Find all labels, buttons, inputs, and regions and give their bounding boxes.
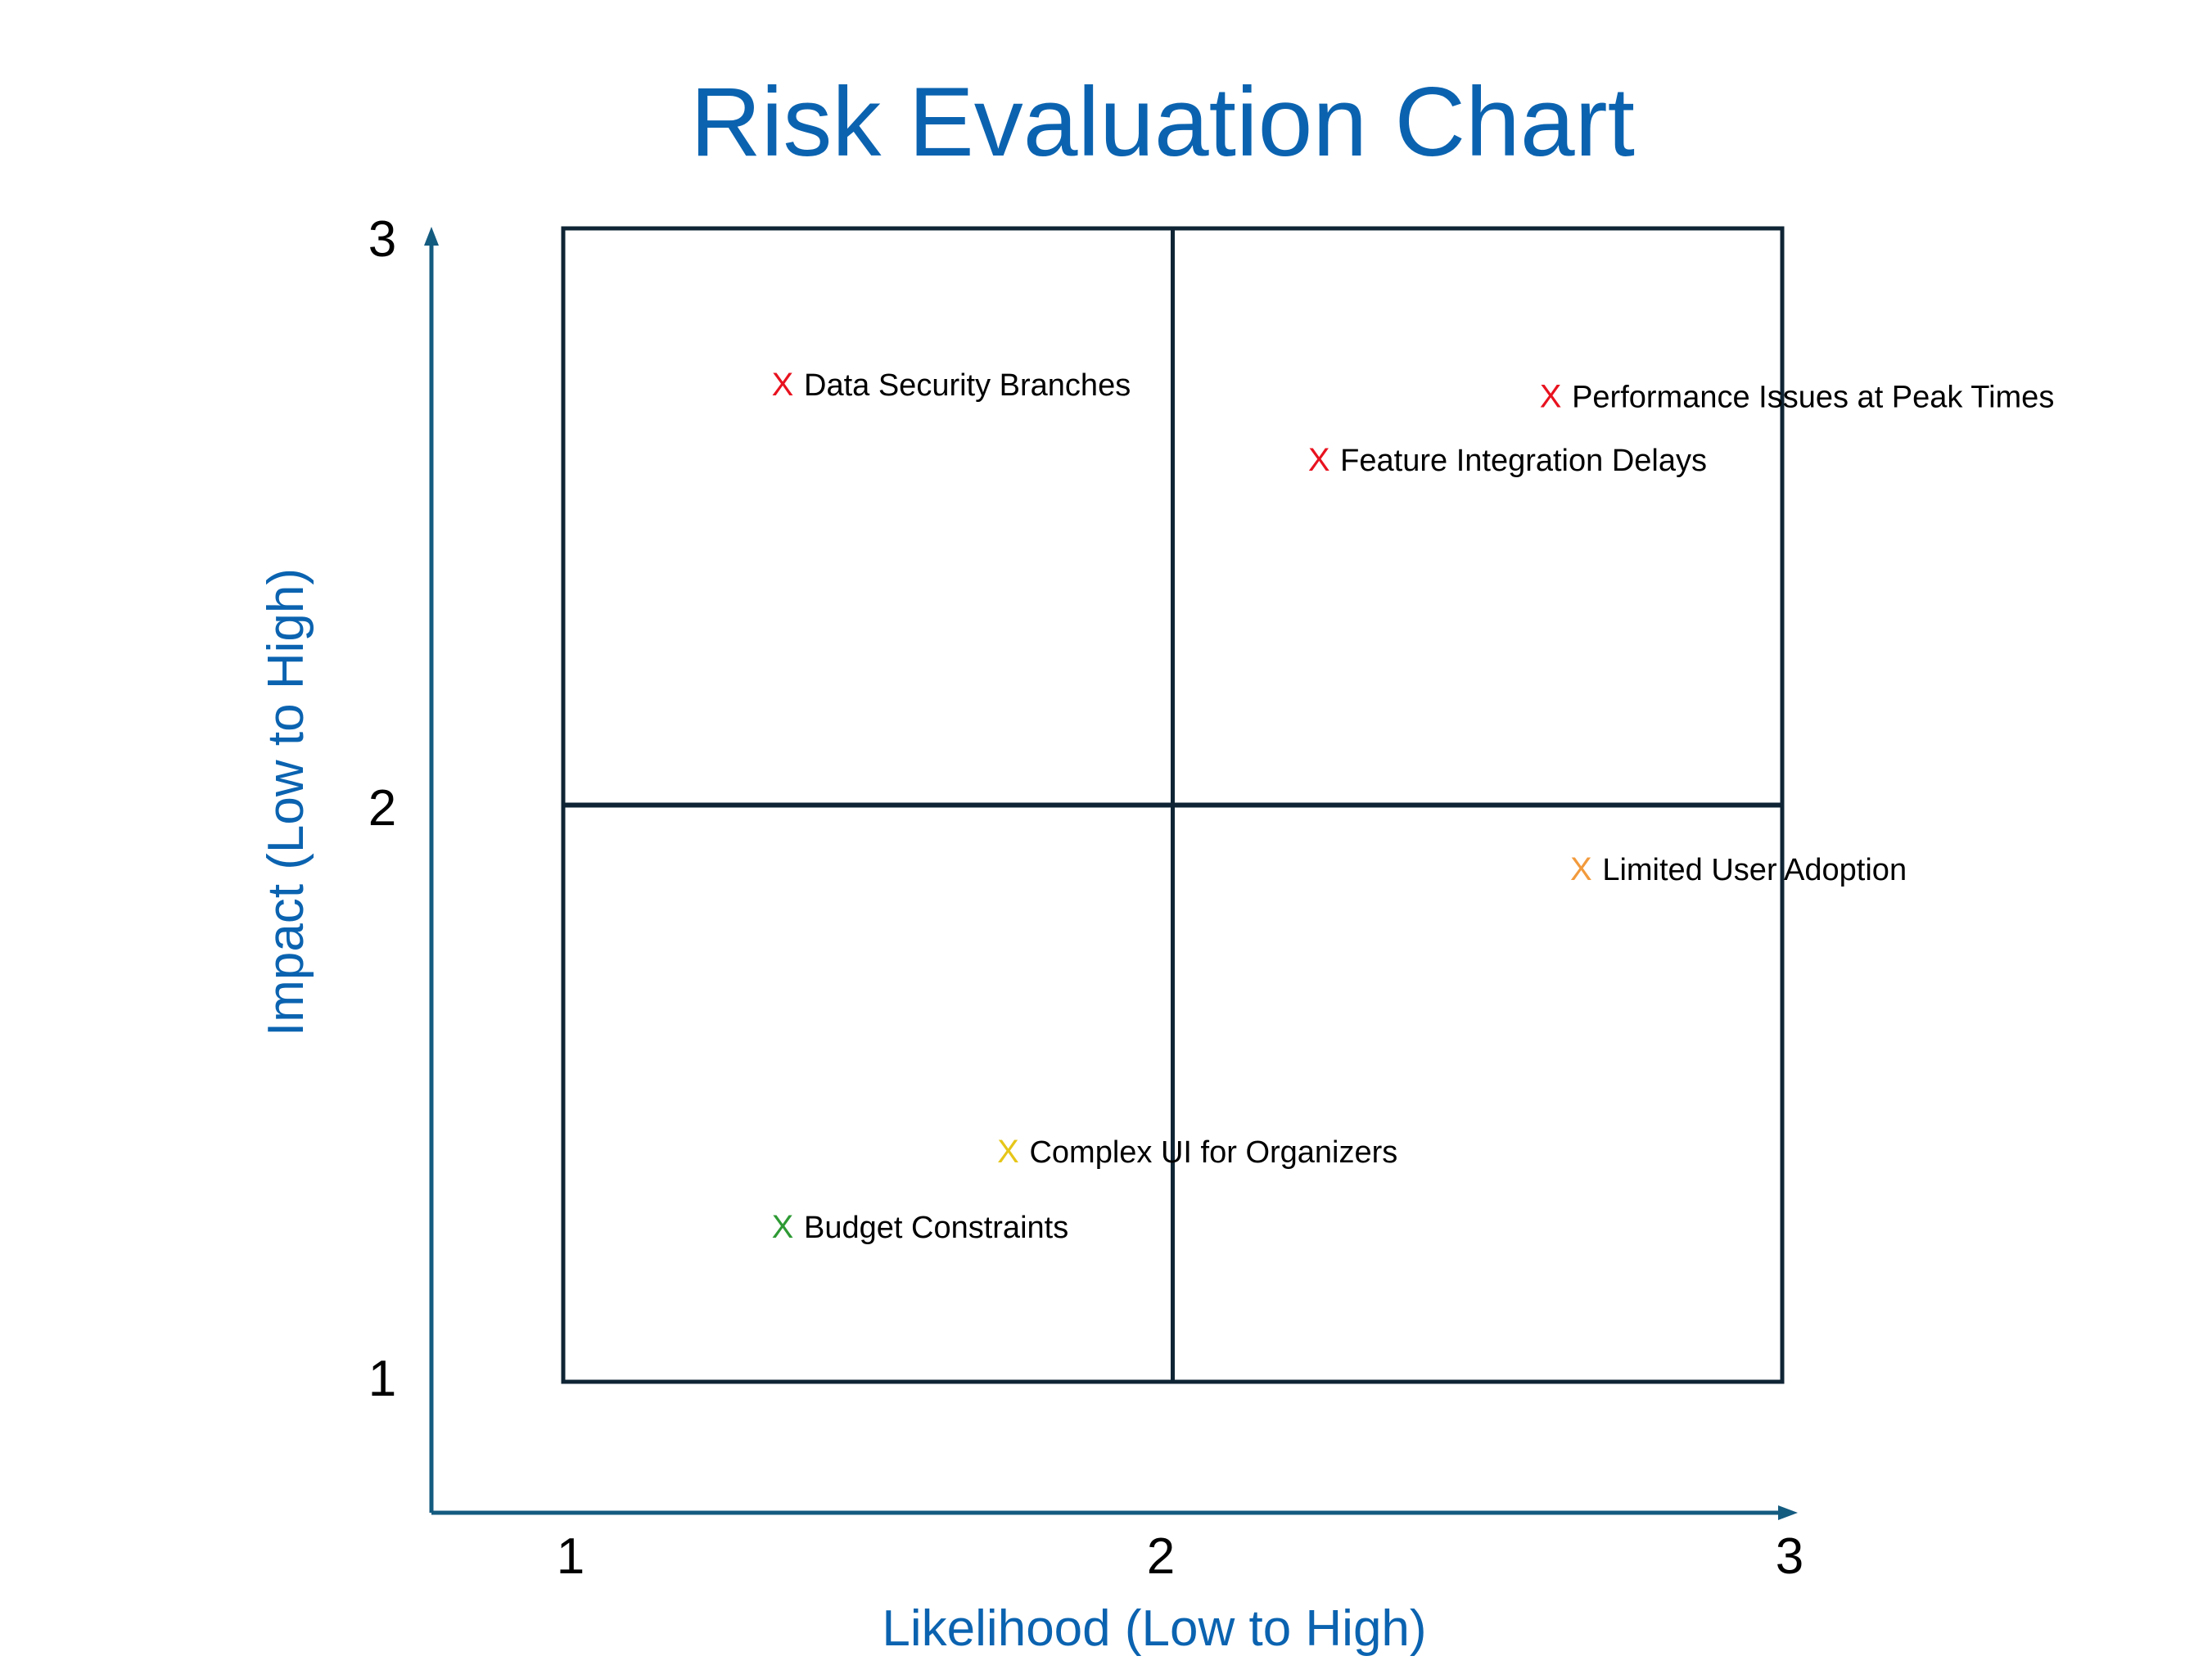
- risk-point: X Performance Issues at Peak Times: [1540, 378, 2055, 414]
- y-axis-label: Impact (Low to High): [258, 568, 314, 1036]
- point-label: Data Security Branches: [804, 368, 1131, 403]
- point-label: Budget Constraints: [804, 1211, 1068, 1245]
- x-axis-arrow-icon: [1778, 1505, 1798, 1520]
- risk-point: X Budget Constraints: [772, 1209, 1069, 1245]
- point-label: Performance Issues at Peak Times: [1572, 380, 2054, 414]
- point-label: Feature Integration Delays: [1340, 444, 1707, 478]
- risk-point: X Complex UI for Organizers: [997, 1134, 1397, 1170]
- x-tick-label: 1: [557, 1528, 585, 1585]
- y-tick-label: 1: [368, 1351, 396, 1407]
- x-marker-icon: X: [997, 1134, 1019, 1170]
- tick-labels: 1 2 3 1 2 3: [368, 211, 1803, 1585]
- x-axis-label: Likelihood (Low to High): [882, 1600, 1426, 1657]
- quadrant-grid: [561, 226, 1785, 1384]
- x-tick-label: 2: [1147, 1528, 1175, 1585]
- axes: [424, 227, 1798, 1520]
- point-label: Complex UI for Organizers: [1029, 1135, 1397, 1170]
- risk-point: X Limited User Adoption: [1570, 851, 1907, 887]
- x-marker-icon: X: [1308, 442, 1330, 478]
- x-marker-icon: X: [1570, 851, 1592, 887]
- point-label: Limited User Adoption: [1602, 853, 1907, 887]
- y-axis-arrow-icon: [424, 227, 439, 246]
- y-tick-label: 3: [368, 211, 396, 268]
- y-tick-label: 2: [368, 780, 396, 837]
- risk-points: X Data Security Branches X Performance Issu…: [772, 367, 2055, 1245]
- risk-point: X Feature Integration Delays: [1308, 442, 1707, 478]
- x-marker-icon: X: [772, 1209, 794, 1245]
- chart-title: Risk Evaluation Chart: [690, 67, 1635, 177]
- x-tick-label: 3: [1776, 1528, 1803, 1585]
- risk-point: X Data Security Branches: [772, 367, 1131, 403]
- x-marker-icon: X: [772, 367, 794, 403]
- x-marker-icon: X: [1540, 378, 1562, 414]
